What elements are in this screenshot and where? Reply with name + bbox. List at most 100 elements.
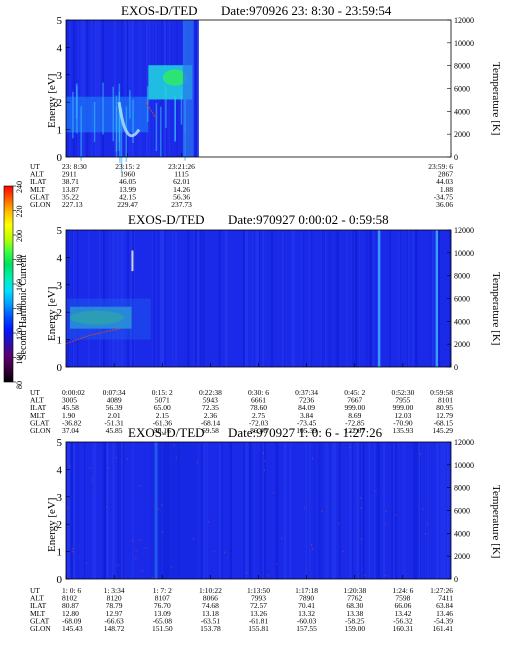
heatmap-streak (389, 230, 391, 367)
info-row-label: ILAT (30, 601, 47, 610)
y2-tick-label: 8000 (454, 62, 470, 71)
heatmap-streak (257, 230, 259, 367)
heatmap-feature (146, 86, 149, 122)
temperature-dot (312, 457, 313, 460)
heatmap-streak (96, 20, 99, 157)
heatmap-feature (80, 106, 82, 161)
y-tick-label: 2 (57, 97, 63, 109)
heatmap-streak (130, 20, 133, 157)
panel-1-title-left: EXOS-D/TED (121, 3, 198, 18)
panel-3-info-table: UT 1: 0: 6 1: 3:34 1: 7: 2 1:10:22 1:13:50 1:1… (30, 586, 453, 633)
temperature-dot (175, 456, 177, 459)
info-cell: 68.30 (346, 601, 363, 610)
heatmap-streak (289, 442, 292, 579)
temperature-dot (89, 467, 91, 470)
heatmap-feature (165, 86, 167, 128)
temperature-dot (264, 460, 266, 462)
temperature-dot (361, 538, 363, 541)
info-row-label: MLT (30, 185, 46, 194)
colorbar-gradient (3, 185, 14, 383)
info-cell: 13.32 (298, 609, 315, 618)
temperature-dot (263, 452, 264, 454)
heatmap-streak (393, 442, 394, 579)
panel-1-title-right: Date:970926 23: 8:30 - 23:59:54 (221, 3, 392, 18)
info-cell: 7955 (395, 396, 410, 405)
panel-3: EXOS-D/TED Date:970927 1: 0: 6 - 1:27:26… (30, 425, 502, 633)
info-cell: 148.72 (104, 624, 125, 633)
heatmap-streak (93, 442, 95, 579)
heatmap-streak (426, 442, 429, 579)
heatmap-streak (305, 442, 308, 579)
info-cell: 155.81 (248, 624, 269, 633)
temperature-dot (152, 576, 153, 579)
heatmap-arc (117, 101, 141, 138)
info-cell: -60.03 (297, 616, 317, 625)
info-cell: -34.75 (434, 192, 454, 201)
heatmap-streak (260, 442, 262, 579)
y2-tick-label: 6000 (454, 85, 470, 94)
info-cell: 8102 (62, 594, 77, 603)
heatmap-streak (131, 20, 134, 157)
temperature-dot (321, 510, 323, 512)
heatmap-streak (86, 20, 89, 157)
heatmap-streak (246, 230, 249, 367)
y-tick-label: 0 (57, 362, 63, 374)
heatmap-streak (291, 230, 294, 367)
info-cell: 8120 (107, 594, 122, 603)
heatmap-streak (72, 20, 75, 157)
info-cell: 84.09 (298, 403, 315, 412)
temperature-dot (426, 522, 428, 525)
heatmap-streak (250, 442, 252, 579)
heatmap-streak (361, 442, 363, 579)
heatmap-streak (325, 442, 328, 579)
heatmap-streak (202, 230, 205, 367)
heatmap-streak (335, 230, 337, 367)
heatmap-streak (159, 230, 161, 367)
heatmap-streak (377, 442, 380, 579)
info-cell: 160.31 (393, 624, 414, 633)
heatmap-streak (221, 442, 223, 579)
temperature-dot (385, 574, 387, 577)
temperature-dot (267, 575, 269, 577)
info-cell: 56.39 (106, 403, 123, 412)
heatmap-streak (132, 442, 134, 579)
heatmap-streak (112, 442, 114, 579)
heatmap-streak (383, 442, 385, 579)
heatmap-feature (129, 90, 131, 119)
temperature-dot (338, 522, 340, 525)
info-cell: 2867 (438, 170, 453, 179)
heatmap-streak (67, 442, 70, 579)
heatmap-feature (102, 82, 104, 135)
heatmap-streak (351, 442, 353, 579)
temperature-dot (72, 551, 74, 553)
heatmap-feature (112, 86, 114, 142)
info-cell: -36.82 (62, 418, 82, 427)
heatmap-streak (376, 442, 378, 579)
info-cell: 12.79 (436, 411, 453, 420)
heatmap-streak (92, 442, 94, 579)
temperature-dot (161, 504, 163, 506)
heatmap-streak (160, 230, 162, 367)
info-cell: 0:30: 6 (248, 388, 269, 397)
temperature-dot (157, 508, 159, 510)
temperature-dot (141, 570, 143, 572)
temperature-dot (360, 507, 362, 509)
info-cell: 2.01 (108, 411, 121, 420)
heatmap-streak (172, 230, 174, 367)
info-cell: 65.00 (154, 403, 171, 412)
info-cell: 23:59: 6 (428, 162, 453, 171)
temperature-dot (264, 469, 265, 472)
heatmap-streak (67, 20, 69, 157)
heatmap-streak (324, 230, 327, 367)
heatmap-streak (80, 20, 82, 157)
info-cell: 1:17:18 (295, 586, 318, 595)
heatmap-streak (153, 230, 155, 367)
heatmap-streak (332, 442, 335, 579)
heatmap-streak (415, 442, 418, 579)
info-cell: 38.71 (62, 177, 79, 186)
info-row-label: GLAT (30, 616, 50, 625)
y-tick-label: 2 (57, 307, 63, 319)
heatmap-streak (69, 20, 71, 157)
colorbar-tick-label: 180 (15, 255, 24, 267)
